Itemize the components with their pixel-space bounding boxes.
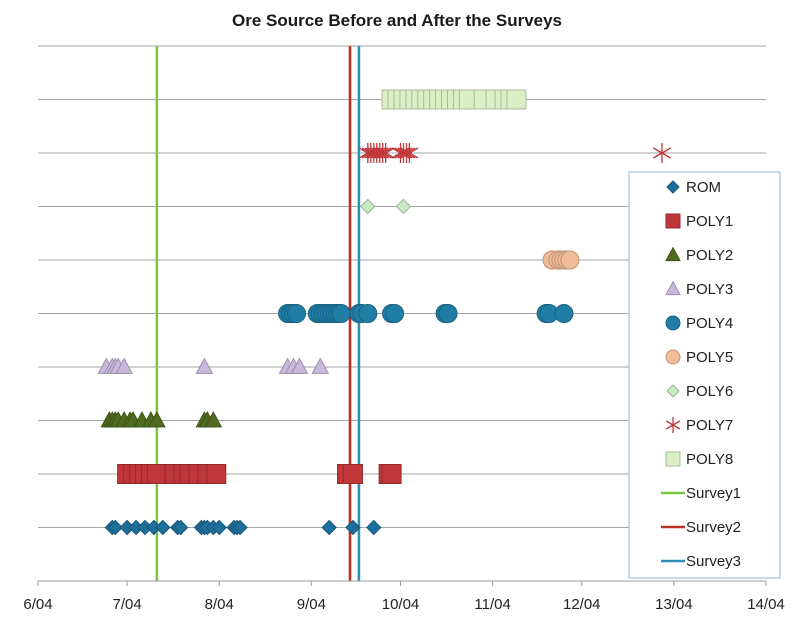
x-tick-label: 11/04 (474, 596, 510, 613)
series-poly6 (360, 198, 412, 215)
x-tick-label: 6/04 (23, 596, 52, 613)
legend-box (628, 171, 781, 579)
legend-label-poly5: POLY5 (686, 349, 733, 366)
data-point-poly4 (554, 304, 574, 323)
data-point-poly7 (400, 143, 419, 163)
legend-marker-poly4 (665, 315, 681, 331)
legend-marker-poly8 (665, 451, 681, 467)
legend-label-poly1: POLY1 (686, 213, 733, 230)
x-tick-label: 7/04 (113, 596, 142, 613)
data-point-poly3 (115, 357, 134, 374)
legend-label-poly6: POLY6 (686, 383, 733, 400)
data-point-rom (172, 519, 189, 536)
data-point-poly1 (342, 464, 363, 484)
series-poly7 (358, 143, 671, 163)
data-point-poly4 (331, 304, 351, 323)
data-point-rom (366, 519, 382, 536)
data-point-poly4 (358, 304, 378, 323)
legend-label-poly7: POLY7 (686, 417, 733, 434)
data-point-poly3 (195, 357, 214, 374)
data-point-poly5 (560, 250, 580, 270)
data-point-poly6 (395, 198, 412, 215)
legend-marker-rom (666, 180, 680, 194)
legend-label-poly8: POLY8 (686, 451, 733, 468)
series-poly8 (381, 89, 527, 110)
legend-label-survey2: Survey2 (686, 519, 741, 536)
series-poly4 (278, 304, 574, 323)
legend-label-rom: ROM (686, 179, 721, 196)
legend-marker-poly2 (665, 246, 681, 262)
legend-marker-poly7 (665, 417, 681, 433)
data-point-rom (232, 519, 248, 536)
data-point-poly4 (438, 304, 458, 323)
chart-title: Ore Source Before and After the Surveys (232, 11, 562, 30)
data-point-poly3 (290, 357, 309, 374)
data-point-poly7 (397, 143, 416, 163)
data-marks (97, 89, 671, 536)
data-point-poly2 (148, 411, 166, 428)
series-poly3 (97, 357, 330, 374)
x-tick-label: 10/04 (382, 596, 420, 613)
data-point-rom (107, 519, 123, 536)
data-point-poly3 (311, 357, 330, 374)
x-tick-label: 8/04 (205, 596, 234, 613)
data-point-poly8 (506, 89, 527, 110)
series-poly2 (100, 411, 223, 428)
legend-label-poly2: POLY2 (686, 247, 733, 264)
data-point-poly1 (381, 464, 402, 484)
legend-marker-poly1 (665, 213, 681, 229)
legend: ROM POLY1 POLY2 POLY3 POLY4 POLY5 POLY6 POLY7 PO… (628, 171, 781, 579)
data-point-poly4 (287, 304, 307, 323)
legend-marker-poly6 (666, 384, 680, 398)
data-point-poly2 (204, 411, 223, 428)
legend-label-survey1: Survey1 (686, 485, 741, 502)
series-poly5 (542, 250, 580, 270)
data-point-poly7 (373, 143, 392, 163)
data-point-rom (211, 519, 227, 536)
x-tick-label: 13/04 (655, 596, 693, 613)
data-point-poly4 (385, 304, 405, 323)
data-point-poly7 (376, 143, 395, 163)
data-point-poly7 (653, 143, 671, 163)
x-tick-label: 12/04 (563, 596, 601, 613)
series-rom (104, 519, 382, 536)
legend-marker-poly3 (665, 280, 681, 296)
data-point-poly6 (360, 198, 376, 215)
x-axis-ticks: 6/04 7/04 8/04 9/04 10/04 11/04 12/04 13/04 14/0… (23, 581, 785, 613)
data-point-poly1 (146, 464, 167, 484)
legend-label-poly4: POLY4 (686, 315, 733, 332)
x-tick-label: 9/04 (297, 596, 326, 613)
legend-marker-poly5 (665, 349, 681, 365)
legend-label-poly3: POLY3 (686, 281, 733, 298)
data-point-rom (345, 519, 361, 536)
data-point-rom (321, 519, 337, 536)
data-point-poly1 (206, 464, 227, 484)
legend-label-survey3: Survey3 (686, 553, 741, 570)
data-point-rom (155, 519, 171, 536)
x-tick-label: 14/04 (747, 596, 785, 613)
series-poly1 (117, 464, 402, 484)
